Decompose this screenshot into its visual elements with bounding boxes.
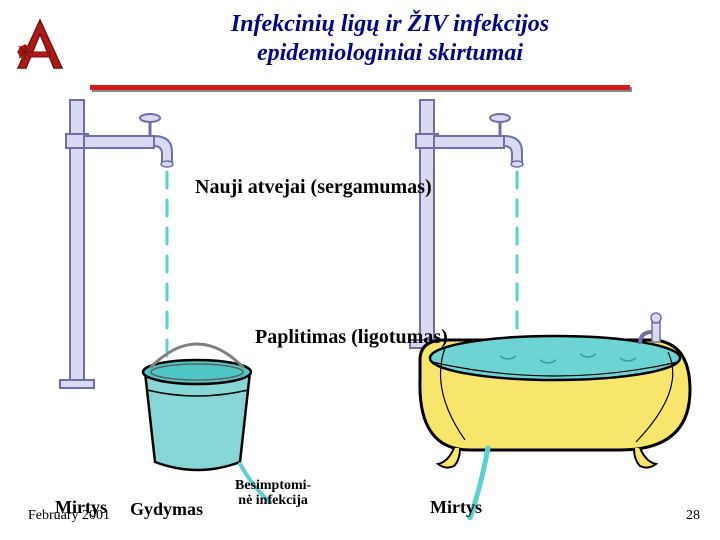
footer-page: 28	[686, 508, 700, 524]
asymptomatic-line1: Besimptomi-	[235, 478, 311, 493]
label-deaths-right: Mirtys	[430, 498, 482, 518]
title-block: Infekcinių ligų ir ŽIV infekcijos epidem…	[80, 10, 700, 68]
logo	[10, 10, 80, 77]
bucket	[143, 344, 251, 470]
asymptomatic-line2: nė infekcija	[238, 493, 308, 508]
label-treatment: Gydymas	[130, 500, 203, 520]
label-new-cases: Nauji atvejai (sergamumas)	[195, 176, 432, 199]
label-asymptomatic: Besimptomi- nė infekcija	[235, 478, 311, 509]
diagram-stage: Nauji atvejai (sergamumas) Paplitimas (l…	[0, 90, 720, 520]
bathtub	[420, 313, 690, 468]
label-prevalence: Paplitimas (ligotumas)	[255, 326, 448, 349]
diagram-svg	[0, 90, 720, 520]
page-title: Infekcinių ligų ir ŽIV infekcijos epidem…	[80, 10, 700, 68]
header: Infekcinių ligų ir ŽIV infekcijos epidem…	[0, 0, 720, 77]
footer-date: February 2001	[28, 508, 110, 524]
title-line2: epidemiologiniai skirtumai	[257, 40, 523, 66]
title-line1: Infekcinių ligų ir ŽIV infekcijos	[231, 11, 549, 37]
